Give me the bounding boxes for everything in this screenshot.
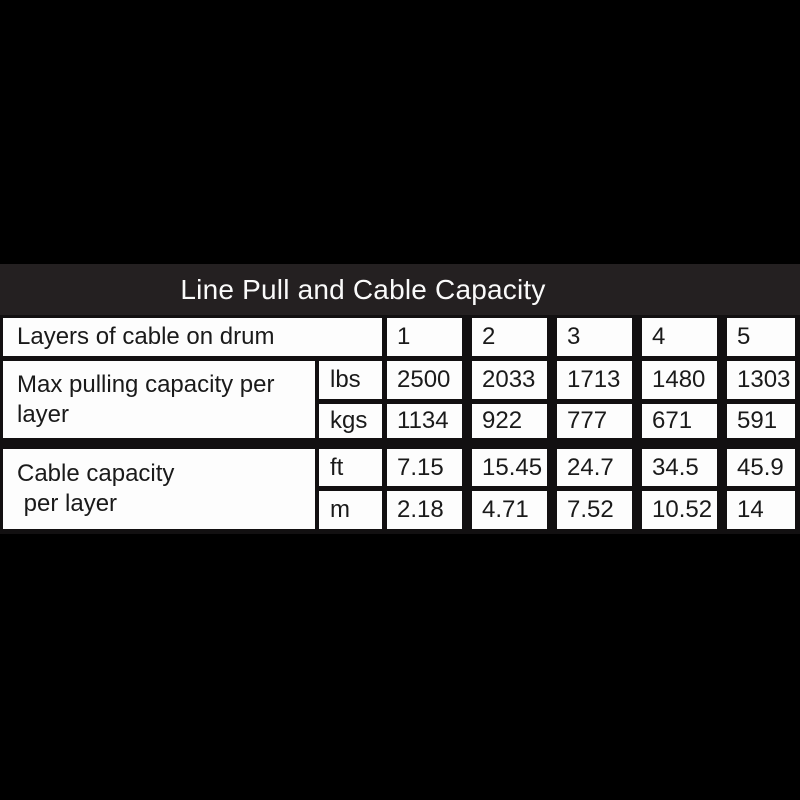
capacity-table-panel: Line Pull and Cable Capacity Layers of c… — [0, 264, 800, 534]
unit-cell-kgs: kgs — [319, 404, 382, 438]
unit-cell-ft: ft — [319, 449, 382, 486]
table-title: Line Pull and Cable Capacity — [180, 274, 546, 305]
value-cell-ft-4: 34.5 — [642, 449, 717, 486]
value-cell-kgs-4: 671 — [642, 404, 717, 438]
value-cell-m-3: 7.52 — [557, 491, 632, 529]
value-cell-kgs-2: 922 — [472, 404, 547, 438]
table-title-band: Line Pull and Cable Capacity — [0, 264, 800, 315]
layer-number-cell-5: 5 — [727, 318, 795, 356]
value-cell-ft-5: 45.9 — [727, 449, 795, 486]
layer-number-cell-1: 1 — [387, 318, 462, 356]
group-label-max-pulling: Max pulling capacity per layer — [3, 361, 315, 438]
value-cell-lbs-1: 2500 — [387, 361, 462, 399]
unit-cell-m: m — [319, 491, 382, 529]
value-cell-kgs-5: 591 — [727, 404, 795, 438]
unit-cell-lbs: lbs — [319, 361, 382, 399]
value-cell-lbs-4: 1480 — [642, 361, 717, 399]
value-cell-ft-2: 15.45 — [472, 449, 547, 486]
value-cell-lbs-2: 2033 — [472, 361, 547, 399]
layer-number-cell-2: 2 — [472, 318, 547, 356]
value-cell-kgs-1: 1134 — [387, 404, 462, 438]
value-cell-ft-1: 7.15 — [387, 449, 462, 486]
layer-number-cell-4: 4 — [642, 318, 717, 356]
value-cell-ft-3: 24.7 — [557, 449, 632, 486]
value-cell-m-5: 14 — [727, 491, 795, 529]
capacity-table: Layers of cable on drum 1 2 3 4 5 Max pu… — [0, 315, 800, 534]
group-label-cable-capacity: Cable capacity per layer — [3, 449, 315, 529]
header-label-layers: Layers of cable on drum — [3, 318, 382, 356]
value-cell-lbs-5: 1303 — [727, 361, 795, 399]
value-cell-kgs-3: 777 — [557, 404, 632, 438]
value-cell-m-2: 4.71 — [472, 491, 547, 529]
layer-number-cell-3: 3 — [557, 318, 632, 356]
value-cell-lbs-3: 1713 — [557, 361, 632, 399]
value-cell-m-1: 2.18 — [387, 491, 462, 529]
value-cell-m-4: 10.52 — [642, 491, 717, 529]
